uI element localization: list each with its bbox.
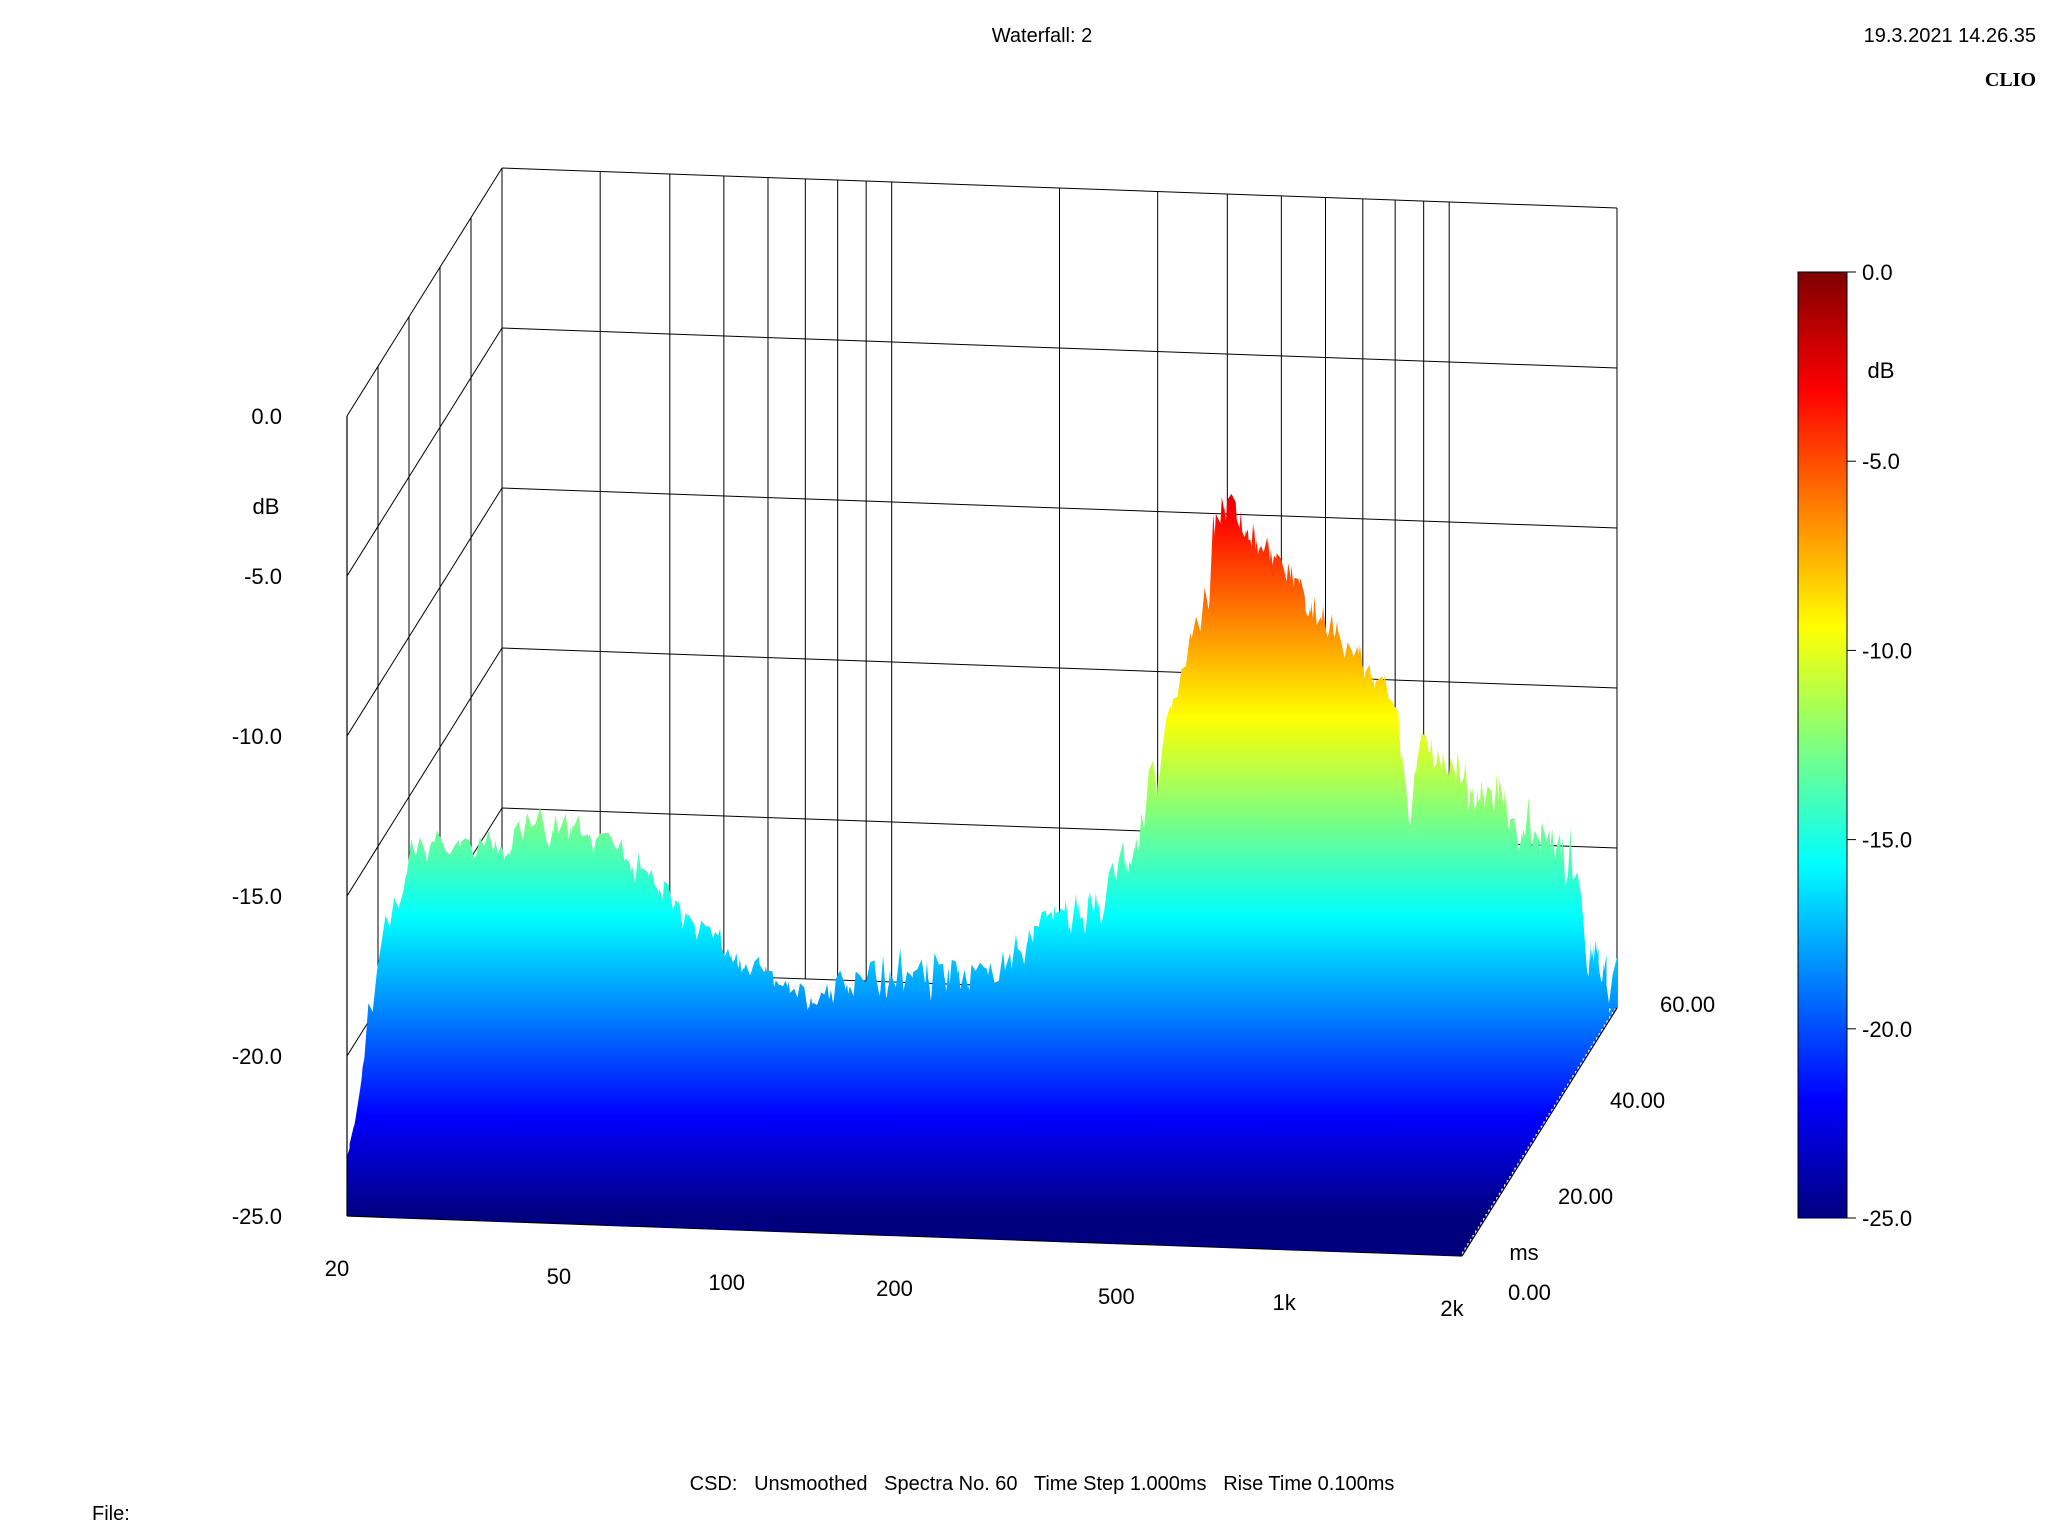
colorbar-ticks: 0.0 -5.0 -10.0 -15.0 -20.0 -25.0 [1847,260,1912,1231]
x-tick-label: 500 [1098,1284,1135,1309]
colorbar: 0.0 -5.0 -10.0 -15.0 -20.0 -25.0 dB [1797,260,1912,1231]
colorbar-tick-label: 0.0 [1862,260,1893,285]
y-axis-unit: dB [253,494,280,519]
timestamp: 19.3.2021 14.26.35 [1864,25,2036,47]
x-axis-ticks: 20 50 100 200 500 1k 2k [325,1256,1465,1321]
x-tick-label: 100 [708,1270,745,1295]
y-tick-label: -20.0 [232,1044,282,1069]
time-tick-label: 60.00 [1660,992,1715,1017]
y-tick-label: -15.0 [232,884,282,909]
x-tick-label: 50 [547,1264,571,1289]
waterfall-surface [347,493,1617,1256]
y-tick-label: 0.0 [251,404,282,429]
chart-title: Waterfall: 2 [992,25,1092,47]
file-label: File: [92,1503,130,1525]
time-tick-label: 40.00 [1610,1088,1665,1113]
y-tick-label: -25.0 [232,1204,282,1229]
spectrum-slice [347,497,1462,1256]
colorbar-tick-label: -25.0 [1862,1206,1912,1231]
y-axis-ticks: 0.0 -5.0 -10.0 -15.0 -20.0 -25.0 [232,404,282,1229]
y-tick-label: -10.0 [232,724,282,749]
x-tick-label: 200 [876,1276,913,1301]
y-tick-label: -5.0 [244,564,282,589]
time-axis-unit: ms [1509,1240,1538,1265]
time-axis-ticks: 0.00 20.00 40.00 60.00 [1508,992,1715,1305]
x-tick-label: 20 [325,1256,349,1281]
x-tick-label: 2k [1440,1296,1464,1321]
brand-logo: CLIO [1985,69,2036,91]
colorbar-tick-label: -20.0 [1862,1017,1912,1042]
chart-frame [346,416,1618,1257]
colorbar-tick-label: -10.0 [1862,638,1912,663]
colorbar-unit: dB [1868,358,1895,383]
time-tick-label: 0.00 [1508,1280,1551,1305]
colorbar-gradient [1797,271,1848,1219]
colorbar-tick-label: -5.0 [1862,449,1900,474]
measurement-settings: CSD: Unsmoothed Spectra No. 60 Time Step… [690,1473,1395,1495]
x-tick-label: 1k [1273,1290,1297,1315]
time-tick-label: 20.00 [1558,1184,1613,1209]
colorbar-tick-label: -15.0 [1862,828,1912,853]
